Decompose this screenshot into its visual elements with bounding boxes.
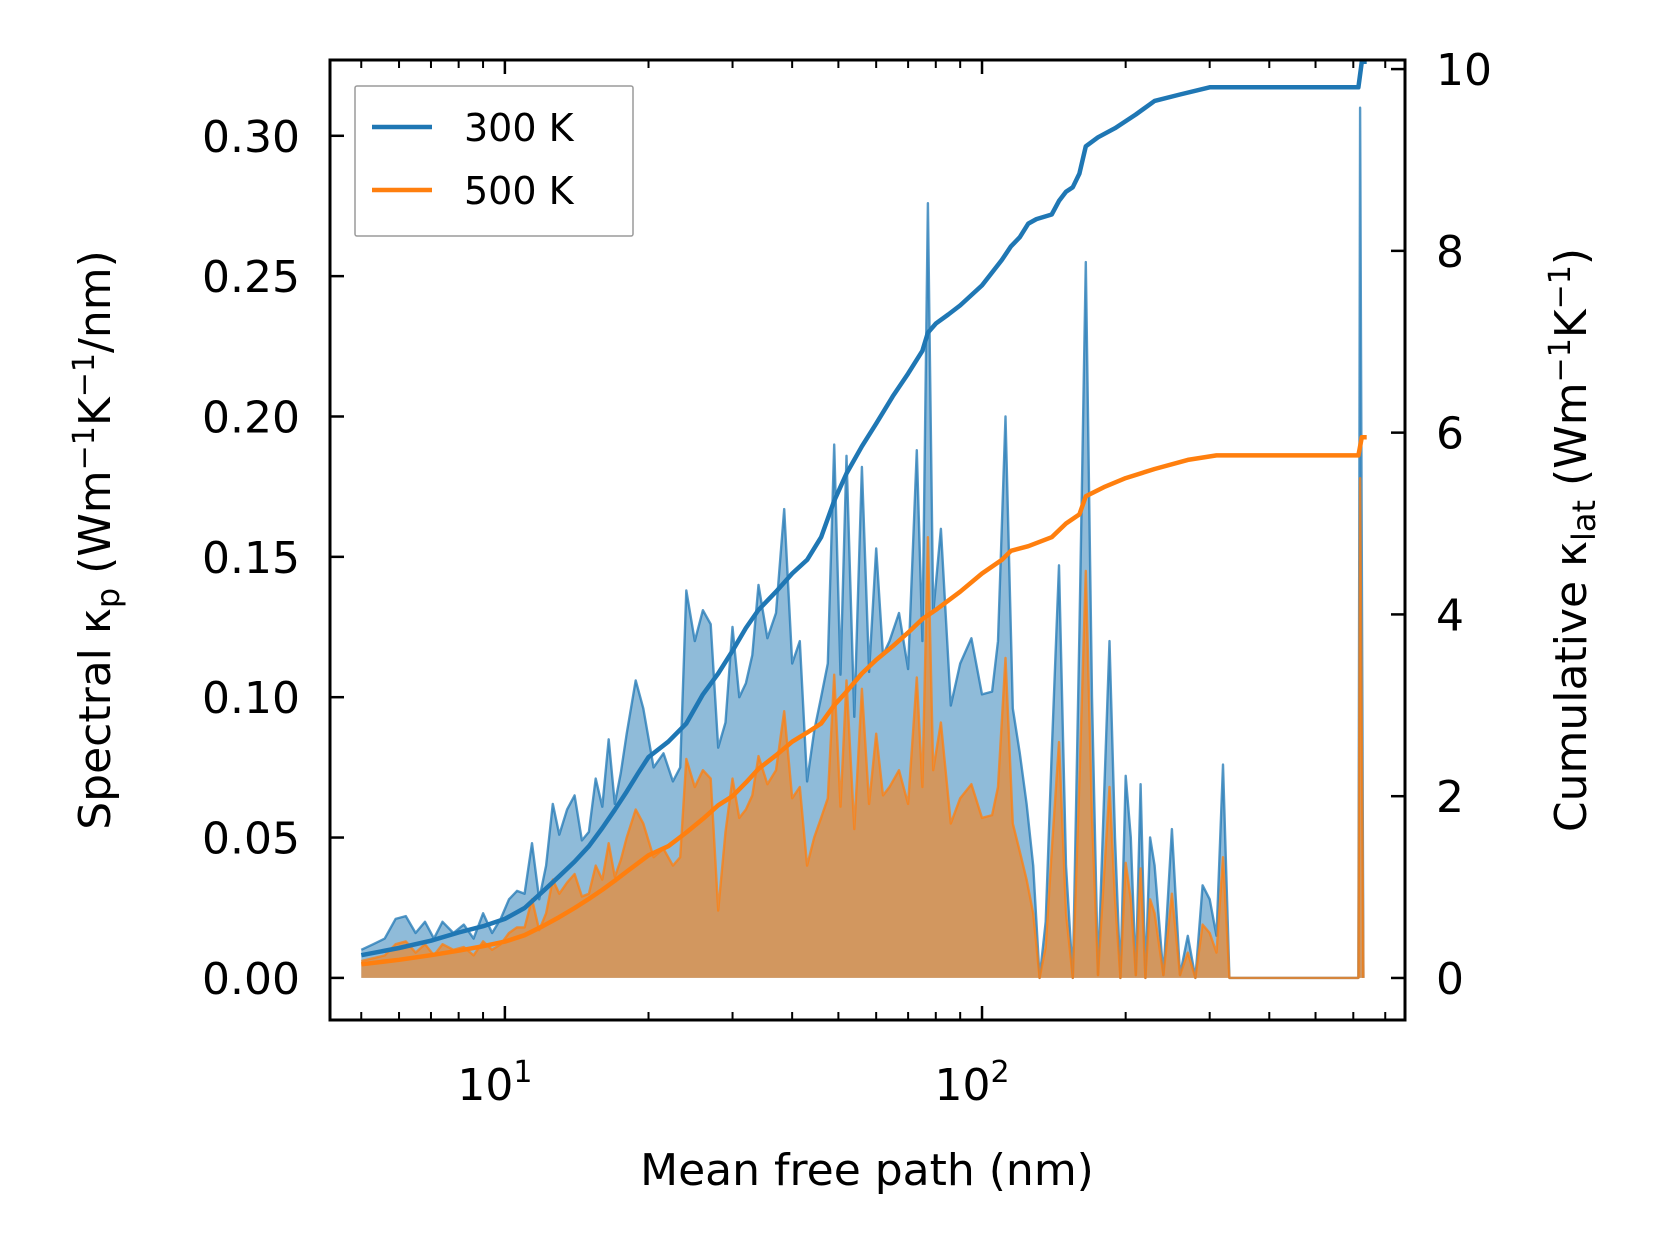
x-tick-label-base: 10 (934, 1060, 990, 1111)
y-left-tick-label: 0.20 (202, 392, 300, 443)
y-right-tick-label: 8 (1436, 227, 1464, 278)
legend-label-500k: 500 K (464, 169, 575, 213)
y-right-tick-label: 10 (1436, 45, 1492, 96)
y-right-tick-label: 0 (1436, 954, 1464, 1005)
x-tick-label: 102 (934, 1055, 1009, 1111)
legend: 300 K 500 K (354, 85, 634, 237)
x-tick-label-base: 10 (457, 1060, 513, 1111)
spectral-line-500k (361, 477, 1365, 980)
cumulative-line-500k (361, 434, 1367, 967)
spectral-line-300k (360, 106, 1365, 980)
y-left-tick-label: 0.00 (202, 954, 300, 1005)
x-tick-label-exponent: 2 (990, 1055, 1009, 1090)
y-right-tick-label: 6 (1436, 409, 1464, 460)
axes-frame (328, 58, 1407, 1022)
y-left-tick-label: 0.25 (202, 252, 300, 303)
plot-area (360, 59, 1367, 980)
x-tick-label: 101 (457, 1055, 532, 1111)
y-left-tick-label: 0.15 (202, 533, 300, 584)
y-left-tick-label: 0.10 (202, 673, 300, 724)
y-axis-label-left: Spectral κp (Wm−1K−1/nm) (67, 250, 127, 830)
axis-ticks: 101 1020.000.050.100.150.200.250.30024681… (202, 45, 1492, 1111)
cumulative-line-300k (360, 59, 1367, 958)
spectral-area-500k (361, 478, 1364, 978)
spectral-area-300k (361, 107, 1364, 978)
y-right-tick-label: 2 (1436, 772, 1464, 823)
legend-label-300k: 300 K (464, 106, 575, 150)
x-tick-label-exponent: 1 (513, 1055, 532, 1090)
legend-frame (354, 85, 634, 237)
y-left-tick-label: 0.30 (202, 112, 300, 163)
y-right-tick-label: 4 (1436, 590, 1464, 641)
y-left-tick-label: 0.05 (202, 814, 300, 865)
y-axis-label-right: Cumulative κlat (Wm−1K−1) (1543, 248, 1603, 832)
x-axis-label: Mean free path (nm) (640, 1145, 1094, 1196)
